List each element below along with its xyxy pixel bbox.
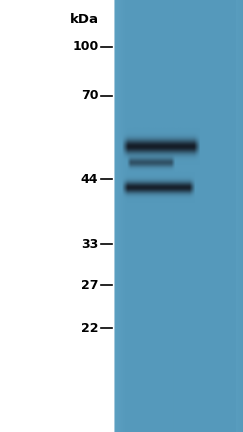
Text: 22: 22 (81, 322, 98, 335)
Text: 27: 27 (81, 279, 98, 292)
Text: 100: 100 (72, 40, 98, 53)
Text: kDa: kDa (69, 13, 98, 26)
Text: 44: 44 (81, 173, 98, 186)
Text: 33: 33 (81, 238, 98, 251)
Text: 70: 70 (81, 89, 98, 102)
